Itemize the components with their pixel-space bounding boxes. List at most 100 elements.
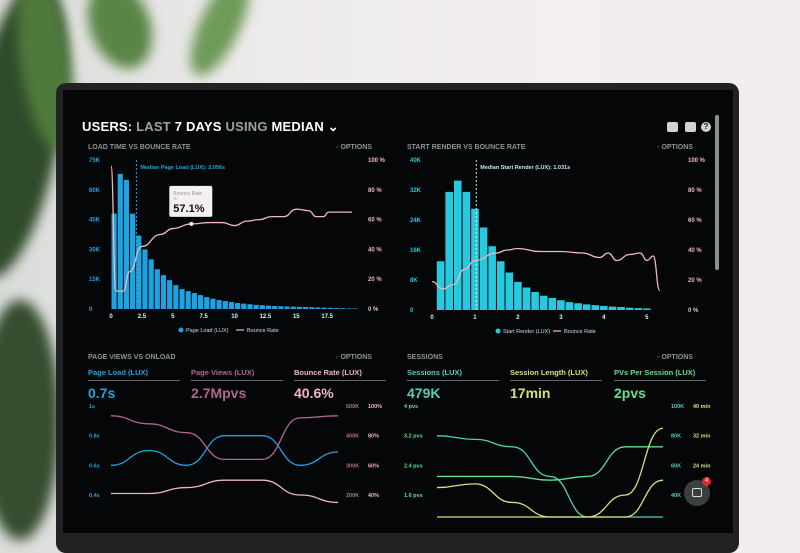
y-tick-label: 1.6 pvs [404,493,423,499]
bounce-rate-line [110,165,352,292]
x-tick-label: 7.5 [199,314,208,320]
histogram-bar [290,306,296,309]
y2-tick-label: 80 % [688,188,702,194]
y2-tick-label: 500K [346,404,359,410]
series-line [110,415,339,461]
histogram-bar [625,307,634,310]
y2-tick-label: 40K [671,493,681,499]
histogram-bar [346,308,352,309]
histogram-bar [436,261,445,310]
x-tick-label: 17.5 [321,314,333,320]
y3-tick-label: 80% [368,434,379,440]
x-tick-label: 15 [293,314,300,320]
tooltip-sub: % [173,196,177,201]
histogram-bar [259,305,265,309]
legend-marker [495,328,501,334]
y-tick-label: 15K [89,277,101,283]
x-tick-label: 2.5 [138,314,147,320]
series-line [111,479,339,504]
histogram-bar [296,306,302,309]
histogram-bar [160,275,167,309]
y-tick-label: 16K [410,248,422,254]
x-tick-label: 3 [559,315,563,321]
histogram-bar [210,298,216,309]
histogram-bar [123,179,130,309]
histogram-bar [574,303,582,310]
options-button[interactable]: ◦ OPTIONS [336,144,372,151]
y3-tick-label: 32 min [693,434,711,440]
kpi-label: Page Load (LUX) [88,368,180,381]
y2-tick-label: 80K [671,434,681,440]
kpi-card[interactable]: Session Length (LUX) 17min [510,368,602,401]
kpi-value: 2pvs [614,385,646,401]
x-tick-label: 5 [645,315,649,321]
options-button[interactable]: ◦ OPTIONS [336,354,372,361]
histogram-bar [548,298,557,310]
y3-tick-label: 40% [368,493,379,499]
y-tick-label: 8K [410,278,418,284]
dashboard-screen: USERS: LAST 7 DAYS USING MEDIAN ⌄ ? LOAD… [63,90,733,533]
histogram-bar [617,307,625,310]
histogram-bar [117,173,123,309]
series-line [437,446,663,481]
chat-button[interactable]: 4 [684,477,711,506]
monitor-icon[interactable] [667,122,678,132]
y-tick-label: 0.6s [89,463,100,469]
y3-tick-label: 40 min [693,404,711,410]
histogram-bar [185,291,191,309]
title-last: LAST [136,119,171,134]
kpi-label: Session Length (LUX) [510,368,602,381]
kpi-label: Page Views (LUX) [191,368,283,381]
scrollbar[interactable] [715,115,719,270]
kpi-card[interactable]: Page Views (LUX) 2.7Mpvs [191,368,283,401]
y-tick-label: 45K [89,218,101,224]
histogram-bar [148,259,154,309]
histogram-bar [505,272,514,310]
histogram-bar [154,269,160,309]
y2-tick-label: 0 % [368,307,379,313]
histogram-bar [284,306,290,309]
histogram-bar [167,280,173,309]
plant-leaf [178,0,262,84]
histogram-bar [539,295,548,310]
options-button[interactable]: ◦ OPTIONS [657,354,693,361]
histogram-bar [241,303,247,309]
x-tick-label: 1 [473,315,477,321]
y2-tick-label: 80 % [368,188,382,194]
histogram-bar [247,304,253,309]
legend-label: Bounce Rate [564,329,596,335]
kpi-card[interactable]: Page Load (LUX) 0.7s [88,368,180,401]
title-days: 7 DAYS [174,119,222,134]
legend-label: Page Load (LUX) [186,328,229,334]
y-tick-label: 4 pvs [404,404,418,410]
kpi-card[interactable]: PVs Per Session (LUX) 2pvs [614,368,706,401]
kpi-card[interactable]: Bounce Rate (LUX) 40.6% [294,368,386,401]
histogram-bar [315,307,321,309]
plant-leaf [76,0,164,78]
page-title[interactable]: USERS: LAST 7 DAYS USING MEDIAN ⌄ [82,119,339,135]
kpi-card[interactable]: Sessions (LUX) 479K [407,368,499,401]
histogram-bar [204,297,210,309]
histogram-bar [321,307,327,309]
y-tick-label: 0.8s [89,434,100,440]
histogram-bar [302,307,309,309]
title-using: USING [225,119,268,134]
chevron-down-icon[interactable]: ⌄ [327,119,339,134]
panel-title: SESSIONS [407,354,443,361]
histogram-bar [179,289,185,309]
y2-tick-label: 40 % [368,247,382,253]
kpi-value: 479K [407,385,441,401]
histogram-bar [600,305,608,310]
y2-tick-label: 100 % [688,158,706,164]
y-tick-label: 1s [89,404,95,410]
y2-tick-label: 0 % [688,308,699,314]
tooltip-value: 57.1% [173,203,204,215]
histogram-bar [253,304,259,309]
median-annotation: Median Page Load (LUX): 2.056s [140,165,225,171]
y-tick-label: 30K [89,247,101,253]
options-button[interactable]: ◦ OPTIONS [657,144,693,151]
chart-icon[interactable] [685,122,696,132]
help-icon[interactable]: ? [701,122,711,132]
x-tick-label: 2 [516,315,520,321]
histogram-bar [557,300,565,310]
